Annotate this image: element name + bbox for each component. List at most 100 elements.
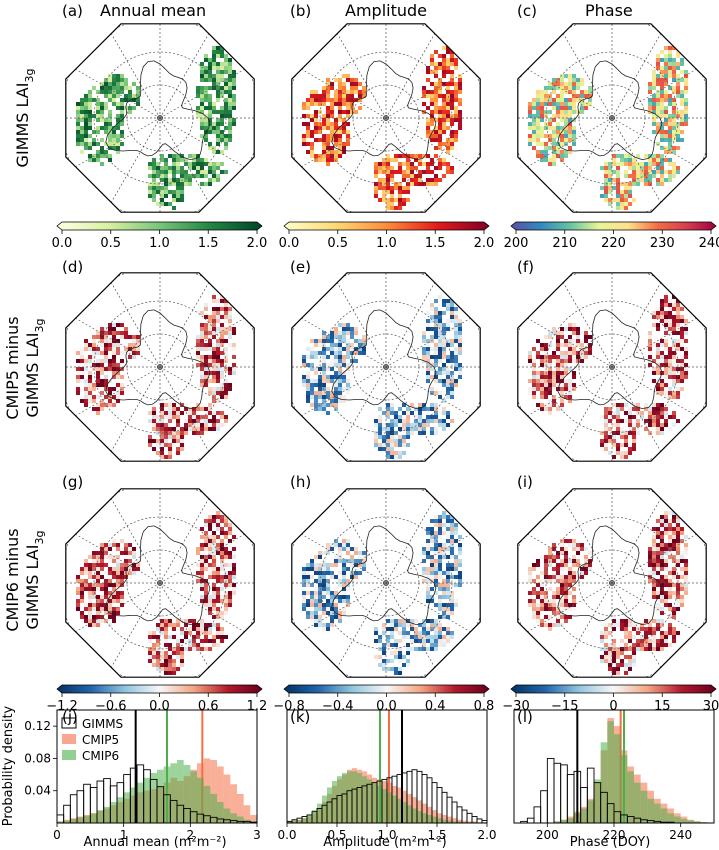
- y-axis-label: Probability density: [1, 705, 16, 826]
- row-label-3-line2: GIMMS LAI: [23, 545, 42, 630]
- bar-cmip6: [417, 810, 422, 823]
- panel-letter-a: (a): [62, 2, 83, 20]
- map-panel-0-0: [65, 23, 255, 213]
- legend-label-cmip6: CMIP6: [82, 749, 119, 763]
- row-label-1: GIMMS LAI3g: [13, 69, 36, 168]
- map-frame: [291, 23, 481, 213]
- plot-frame: [56, 709, 258, 824]
- row-label-2-line1: CMIP5 minus: [3, 316, 22, 419]
- colorbar-phase-diff-bar: [510, 684, 717, 694]
- colorbar-annual-mean: 0.0 0.5 1.0 1.5 2.0: [52, 221, 267, 251]
- colorbar-amplitude: 0.0 0.5 1.0 1.5 2.0: [279, 221, 494, 251]
- bar-cmip6: [347, 771, 352, 823]
- bar-cmip6: [694, 821, 701, 823]
- bar-cmip6: [307, 814, 312, 823]
- bar-cmip6: [442, 819, 447, 823]
- bar-cmip6: [382, 789, 387, 823]
- panel-letter-j: (j): [62, 708, 78, 726]
- bar-cmip6: [640, 790, 648, 823]
- bar-cmip6: [190, 771, 197, 823]
- map-frame: [65, 23, 255, 213]
- bar-cmip6: [327, 787, 332, 823]
- bar-cmip6: [302, 818, 307, 823]
- panel-letter-f: (f): [517, 258, 534, 276]
- map-frame: [291, 488, 481, 678]
- panel-letter-e: (e): [290, 258, 311, 276]
- x-tick-label: 0: [53, 828, 61, 842]
- bar-cmip5: [217, 766, 224, 823]
- svg-text:GIMMS LAI3g: GIMMS LAI3g: [23, 319, 46, 418]
- map-frame: [65, 488, 255, 678]
- bar-cmip6: [117, 797, 124, 823]
- colorbars: 0.0 0.5 1.0 1.5 2.0 0.0 0.5 1.0 1.5 2.0 200 210 220 2…: [46, 221, 719, 714]
- panel-letter-i: (i): [517, 473, 533, 491]
- bar-cmip6: [452, 821, 457, 823]
- bar-cmip6: [297, 819, 302, 823]
- bar-cmip6: [103, 806, 111, 823]
- x-tick-label: 2.0: [477, 828, 496, 842]
- colorbar-amplitude-diff-tick-label: 0.8: [474, 699, 495, 714]
- row-label-2: CMIP5 minus GIMMS LAI3g: [3, 316, 46, 419]
- bar-gimms: [560, 764, 568, 824]
- bar-cmip6: [587, 800, 594, 823]
- bar-cmip6: [287, 821, 292, 823]
- y-tick-label: 0.08: [24, 751, 51, 765]
- bar-cmip6: [177, 760, 184, 823]
- colorbar-annual-mean-tick-label: 1.5: [198, 236, 219, 251]
- legend-label-cmip5: CMIP5: [82, 733, 119, 747]
- bar-cmip6: [317, 803, 322, 823]
- bar-cmip6: [372, 782, 377, 823]
- row-label-3-sub: 3g: [33, 531, 46, 545]
- bar-cmip6: [110, 802, 117, 823]
- bar-cmip6: [143, 777, 151, 823]
- bar-cmip5: [437, 813, 442, 823]
- bar-cmip6: [150, 772, 157, 823]
- column-title-phase: Phase: [585, 1, 633, 20]
- bar-cmip6: [230, 813, 237, 823]
- row-label-2-sub: 3g: [33, 319, 46, 333]
- bar-cmip5: [442, 814, 447, 823]
- polar-maps: [65, 23, 707, 678]
- colorbar-phase-diff-tick-label: −15: [551, 699, 578, 714]
- colorbar-amplitude-diff-tick-label: −0.4: [322, 699, 354, 714]
- bar-cmip6: [447, 820, 452, 823]
- map-frame: [291, 272, 481, 462]
- bar-cmip6: [647, 798, 654, 823]
- bar-cmip6: [660, 808, 668, 823]
- colorbar-annual-mean-diff-bar: [56, 684, 263, 694]
- row-label-3: CMIP6 minus GIMMS LAI3g: [3, 528, 46, 631]
- colorbar-amplitude-bar: [283, 221, 490, 231]
- bar-cmip6: [292, 820, 297, 823]
- map-frame: [65, 272, 255, 462]
- bar-cmip6: [210, 793, 217, 823]
- colorbar-amplitude-tick-label: 0.0: [279, 236, 300, 251]
- bar-cmip6: [70, 818, 77, 823]
- map-panel-0-2: [517, 23, 707, 213]
- bar-cmip6: [674, 816, 681, 823]
- bar-cmip6: [83, 815, 91, 823]
- colorbar-phase: 200 210 220 230 240: [504, 221, 719, 251]
- colorbar-amplitude-tick-label: 0.5: [327, 236, 348, 251]
- colorbar-phase-diff-tick-label: 30: [703, 699, 719, 714]
- x-tick-label: 0.0: [277, 828, 296, 842]
- bar-cmip6: [130, 787, 137, 823]
- x-axis-label-j: Annual mean (m²m⁻²): [83, 835, 226, 850]
- colorbar-annual-mean-tick-label: 0.0: [52, 236, 73, 251]
- bar-cmip6: [367, 779, 372, 823]
- bar-cmip6: [397, 798, 402, 823]
- x-tick-label: 2: [187, 828, 195, 842]
- histograms: 0 1 2 3 0.04 0.08 0.12 GIMMS CMIP5 CMIP6 0.0 0.5 1.0…: [24, 709, 715, 842]
- map-panel-1-0: [65, 272, 255, 462]
- svg-text:GIMMS LAI3g: GIMMS LAI3g: [13, 69, 36, 168]
- x-tick-label: 1: [120, 828, 128, 842]
- x-tick-label: 240: [669, 828, 692, 842]
- bar-cmip6: [634, 782, 641, 823]
- bar-cmip6: [567, 818, 574, 823]
- bar-cmip6: [402, 802, 407, 823]
- bar-cmip6: [387, 792, 392, 823]
- bar-cmip6: [687, 820, 694, 823]
- bar-cmip6: [680, 818, 688, 823]
- bar-cmip6: [357, 772, 362, 823]
- bar-cmip6: [97, 810, 104, 823]
- bar-cmip6: [183, 764, 191, 823]
